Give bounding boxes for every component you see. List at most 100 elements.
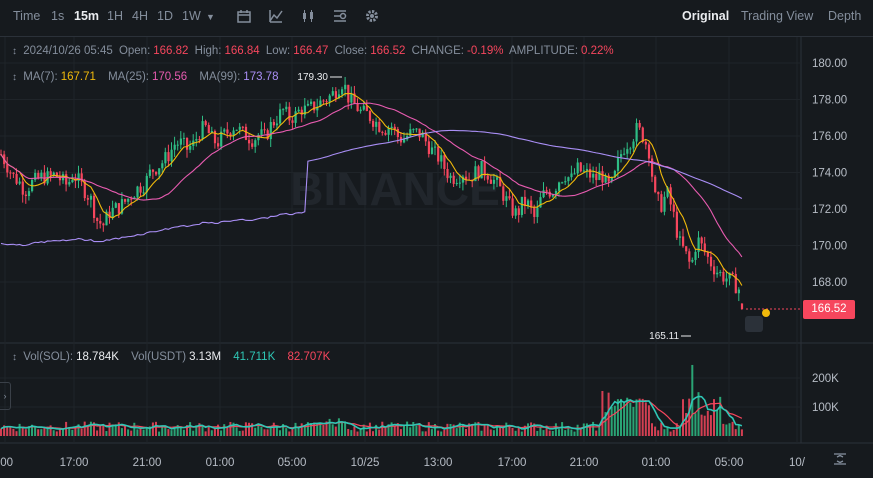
calendar-icon[interactable] (237, 9, 251, 23)
volume-bar (626, 397, 629, 436)
collapse-arrow-icon[interactable]: ↕ (12, 46, 17, 57)
candle-body (238, 126, 241, 130)
volume-bar (133, 422, 136, 436)
candle-body (703, 243, 706, 253)
volume-bar (427, 422, 430, 436)
volume-bar (155, 421, 157, 436)
volume-bar (582, 423, 585, 436)
volume-bar (58, 429, 61, 436)
candle-type-icon[interactable] (301, 9, 315, 23)
volume-bar (672, 429, 675, 436)
candle-body (502, 186, 505, 201)
volume-bar (446, 423, 449, 436)
volume-bar (669, 431, 672, 436)
volume-bar (260, 426, 263, 436)
volume-bar (313, 422, 316, 436)
gear-icon[interactable] (365, 9, 379, 23)
ma-info-row: ↕ MA(7): 167.71 MA(25): 170.56 MA(99): 173.… (12, 71, 281, 83)
volume-bar (403, 425, 405, 436)
volume-bar (412, 421, 415, 436)
volume-bar (601, 390, 604, 436)
candle-body (241, 126, 244, 128)
volume-bar (31, 424, 33, 436)
candle-body (139, 186, 142, 193)
volume-bar (722, 423, 725, 436)
candle-body (244, 126, 248, 140)
volume-bar (3, 425, 6, 436)
candle-body (300, 109, 303, 115)
volume-bar (331, 424, 334, 436)
layout-icon[interactable] (333, 9, 347, 23)
candle-body (424, 132, 427, 142)
ma7-value: 167.71 (60, 71, 96, 83)
volume-bar (71, 429, 74, 436)
interval-4h[interactable]: 4H (132, 9, 148, 23)
candle-body (102, 223, 105, 226)
volume-bar (536, 430, 539, 436)
close-value: 166.52 (370, 45, 406, 57)
volume-bar (229, 421, 232, 436)
candle-body (517, 208, 520, 215)
volume-bar (461, 424, 464, 436)
interval-1h[interactable]: 1H (107, 9, 123, 23)
candle-body (635, 123, 638, 142)
interval-15m[interactable]: 15m (74, 9, 100, 23)
candle-body (275, 123, 279, 126)
candle-body (461, 176, 465, 183)
candle-body (257, 134, 260, 141)
volume-bar (682, 399, 684, 436)
candle-body (65, 174, 68, 185)
volume-bar (235, 427, 238, 436)
volume-bar (80, 428, 83, 436)
volume-bar (511, 427, 514, 436)
volume-bar (93, 422, 95, 436)
volume-bar (167, 429, 170, 436)
indicator-icon[interactable] (269, 9, 283, 23)
time-label[interactable]: Time (13, 9, 41, 23)
interval-1s[interactable]: 1s (51, 9, 65, 23)
high-label: High: (194, 45, 222, 57)
candle-body (576, 162, 579, 174)
fullscreen-icon[interactable] (833, 452, 847, 466)
volume-bar (297, 426, 300, 436)
candle-body (589, 168, 592, 178)
volume-bar (319, 423, 322, 436)
price-tick-label: 178.00 (812, 95, 847, 107)
view-depth[interactable]: Depth (828, 9, 862, 23)
toolbar-divider (0, 36, 873, 37)
volume-bar (589, 425, 591, 436)
volume-bar (434, 423, 436, 436)
volume-bar (12, 428, 15, 436)
view-original[interactable]: Original (682, 9, 730, 23)
candle-body (350, 93, 353, 103)
volume-bar (226, 426, 229, 436)
interval-1w[interactable]: 1W (182, 9, 201, 23)
volume-bar (598, 426, 601, 436)
candle-body (279, 109, 282, 124)
volume-bar (694, 413, 697, 436)
open-label: Open: (118, 45, 151, 57)
markers: 179.30 165.11 (297, 72, 801, 342)
volume-bar (406, 421, 409, 436)
volume-bar (390, 422, 393, 436)
vol-collapse-icon[interactable]: ↕ (12, 352, 17, 363)
volume-bar (148, 426, 151, 436)
candle-body (229, 133, 232, 137)
volume-bar (492, 430, 495, 436)
interval-dropdown-icon[interactable]: ▼ (206, 12, 215, 22)
volume-bar (316, 423, 319, 436)
candle-body (610, 177, 613, 182)
volume-bar (27, 426, 30, 436)
scroll-left-handle[interactable]: › (0, 382, 11, 410)
candle-body (158, 168, 161, 175)
volume-bar (68, 427, 71, 436)
interval-1d[interactable]: 1D (157, 9, 173, 23)
amplitude-label: AMPLITUDE: (509, 45, 579, 57)
volume-bar (734, 429, 737, 436)
volume-bar (418, 423, 421, 436)
view-trading-view[interactable]: Trading View (741, 9, 814, 23)
ma-collapse-icon[interactable]: ↕ (12, 72, 17, 83)
volume-bar (632, 406, 635, 436)
candle-body (120, 199, 124, 214)
